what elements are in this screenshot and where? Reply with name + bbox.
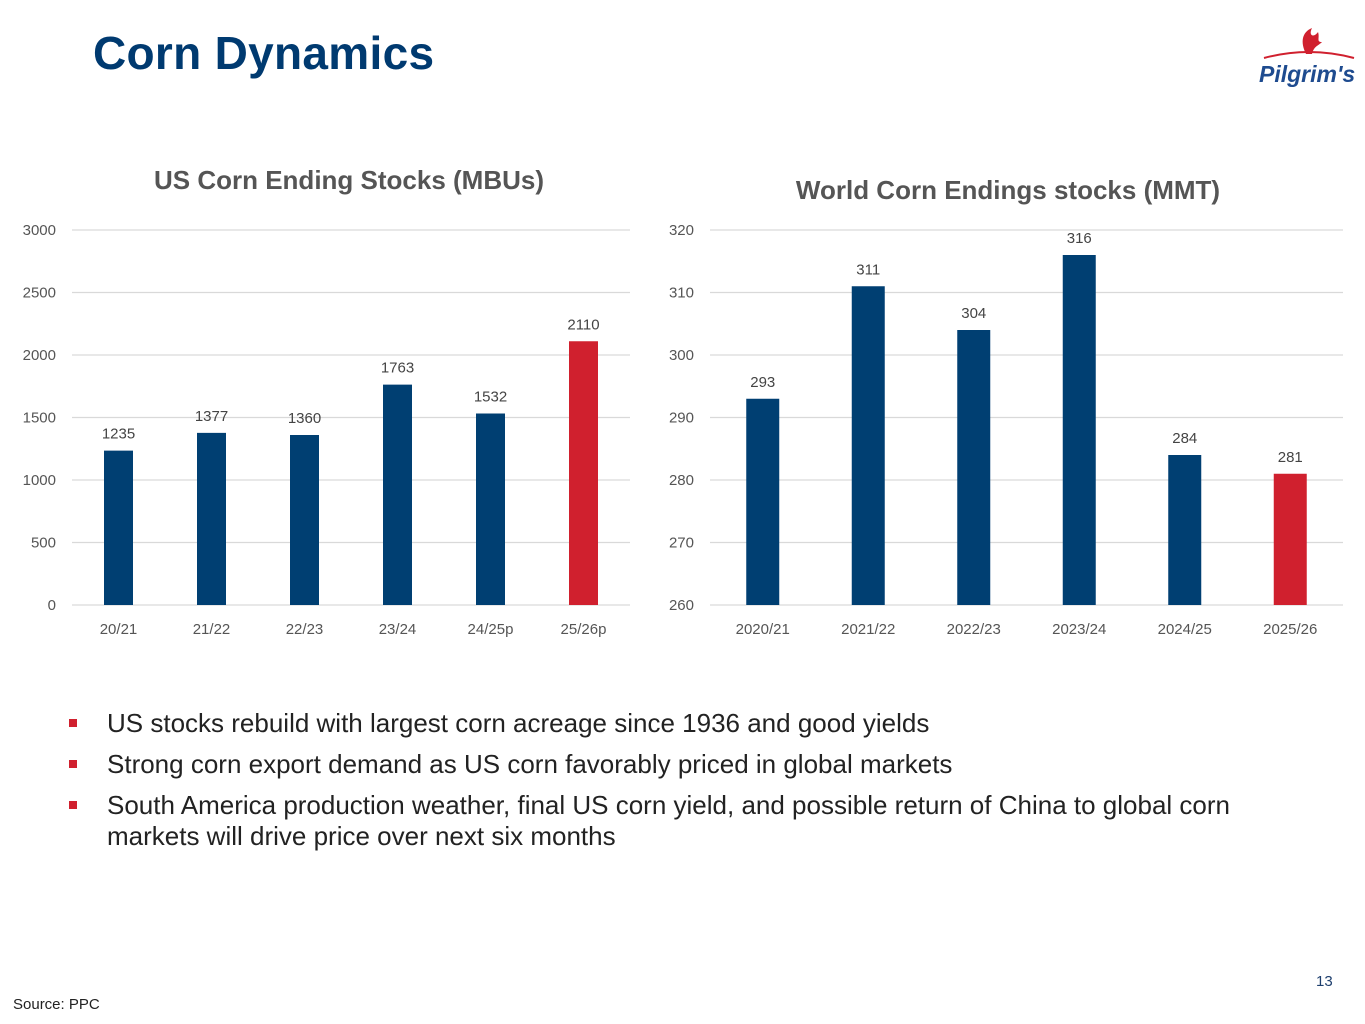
y-tick-label: 320 [669,222,694,239]
pilgrims-logo: Pilgrim's [1259,28,1355,87]
x-tick-label: 21/22 [193,621,231,638]
page-title: Corn Dynamics [93,27,435,79]
bar [383,384,412,605]
x-tick-label: 2023/24 [1052,621,1106,638]
chart-title-us: US Corn Ending Stocks (MBUs) [154,165,544,195]
data-label: 316 [1067,230,1092,247]
chart-title-world: World Corn Endings stocks (MMT) [796,175,1220,205]
data-label: 2110 [567,316,599,333]
svg-text:Pilgrim's: Pilgrim's [1259,61,1355,87]
bar [851,286,885,605]
y-tick-label: 260 [669,597,694,614]
x-tick-label: 2022/23 [947,621,1001,638]
y-tick-label: 1000 [23,472,56,489]
bullet-item: US stocks rebuild with largest corn acre… [66,708,1296,739]
y-tick-label: 500 [31,535,56,552]
y-tick-label: 310 [669,285,694,302]
world-corn-chart: 260 270 280 290 300 310 320 293 2020/21 311 2021/2… [669,222,1343,638]
bar [569,341,598,605]
y-tick-label: 2500 [23,285,56,302]
bar [290,435,319,605]
bullet-square-icon [69,760,77,768]
bullet-square-icon [69,719,77,727]
data-label: 1763 [381,360,414,377]
y-tick-label: 2000 [23,347,56,364]
data-label: 281 [1278,449,1303,466]
bar [746,398,780,605]
y-tick-label: 280 [669,472,694,489]
bullet-list: US stocks rebuild with largest corn acre… [66,708,1296,862]
x-tick-label: 20/21 [100,621,138,638]
y-tick-label: 290 [669,410,694,427]
data-label: 1360 [288,410,321,427]
bullet-item: South America production weather, final … [66,790,1296,852]
us-corn-chart: 0 500 1000 1500 2000 2500 3000 1235 20/21 1377 21/… [23,222,630,638]
x-tick-label: 24/25p [468,621,514,638]
y-tick-label: 270 [669,535,694,552]
x-tick-label: 2024/25 [1158,621,1212,638]
data-label: 304 [961,305,986,322]
y-tick-label: 1500 [23,410,56,427]
data-label: 311 [856,261,880,278]
x-tick-label: 2021/22 [841,621,895,638]
bar [476,413,505,605]
data-label: 293 [750,374,775,391]
bar [197,432,226,605]
data-label: 1235 [102,426,135,443]
y-tick-label: 300 [669,347,694,364]
x-tick-label: 22/23 [286,621,324,638]
bar [1273,473,1307,605]
x-tick-label: 2020/21 [736,621,790,638]
x-tick-label: 25/26p [561,621,607,638]
y-tick-label: 0 [48,597,56,614]
data-label: 1377 [195,408,228,425]
x-tick-label: 2025/26 [1263,621,1317,638]
page-number: 13 [1316,973,1333,990]
data-label: 284 [1172,430,1197,447]
bar [1062,255,1096,605]
data-label: 1532 [474,389,507,406]
bullet-square-icon [69,801,77,809]
source-note: Source: PPC [13,996,100,1013]
x-tick-label: 23/24 [379,621,417,638]
bar [1168,455,1202,605]
bullet-item: Strong corn export demand as US corn fav… [66,749,1296,780]
y-tick-label: 3000 [23,222,56,239]
bar [957,330,991,605]
bar [104,450,133,605]
